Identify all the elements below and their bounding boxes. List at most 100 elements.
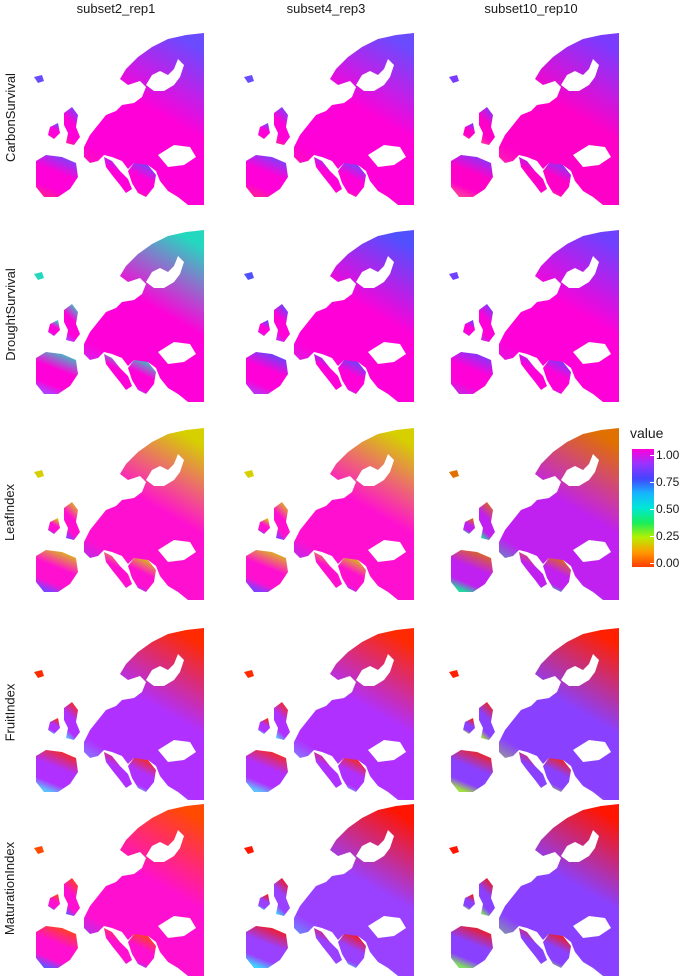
black-sea <box>368 540 406 562</box>
iceland-region <box>449 272 459 280</box>
balkans-region <box>543 934 571 968</box>
legend-tick-0-00: 0.00 <box>649 556 680 570</box>
britain-region <box>274 304 290 342</box>
ireland-region <box>463 718 475 734</box>
legend-tick-1-00: 1.00 <box>649 448 680 462</box>
italy-region <box>104 354 132 390</box>
italy-region <box>519 157 547 193</box>
baltic-sea <box>356 830 394 862</box>
britain-region <box>479 107 495 145</box>
map-panel-fruitindex-2 <box>443 624 619 800</box>
italy-region <box>104 752 132 788</box>
iceland-region <box>244 670 254 678</box>
britain-region <box>64 304 80 342</box>
iceland-region <box>34 75 44 83</box>
balkans-region <box>543 163 571 197</box>
iceland-region <box>449 670 459 678</box>
europe-map <box>244 230 414 402</box>
iberia-region <box>36 352 78 394</box>
ireland-region <box>463 894 475 910</box>
britain-region <box>274 878 290 916</box>
iceland-region <box>244 75 254 83</box>
italy-region <box>519 752 547 788</box>
black-sea <box>573 916 611 938</box>
ireland-region <box>258 894 270 910</box>
europe-map <box>34 628 204 800</box>
ireland-region <box>48 123 60 139</box>
map-panel-fruitindex-1 <box>238 624 414 800</box>
baltic-sea <box>146 654 184 686</box>
balkans-region <box>338 163 366 197</box>
italy-region <box>104 552 132 588</box>
italy-region <box>314 752 342 788</box>
black-sea <box>158 145 196 167</box>
britain-region <box>479 304 495 342</box>
black-sea <box>158 342 196 364</box>
iberia-region <box>36 550 78 592</box>
iberia-region <box>451 550 493 592</box>
map-panel-carbonsurvival-0 <box>28 29 204 205</box>
iberia-region <box>451 155 493 197</box>
europe-map <box>449 428 619 600</box>
legend-title: value <box>630 425 664 441</box>
italy-region <box>314 552 342 588</box>
black-sea <box>573 145 611 167</box>
ireland-region <box>463 320 475 336</box>
iceland-region <box>244 846 254 854</box>
legend-colorbar <box>632 449 654 567</box>
iberia-region <box>246 352 288 394</box>
column-header-0: subset2_rep1 <box>76 1 156 16</box>
row-label-leafindex: LeafIndex <box>1 424 19 600</box>
black-sea <box>573 342 611 364</box>
iberia-region <box>246 926 288 968</box>
black-sea <box>573 540 611 562</box>
black-sea <box>158 740 196 762</box>
map-panel-droughtsurvival-0 <box>28 226 204 402</box>
ireland-region <box>463 518 475 534</box>
baltic-sea <box>356 59 394 91</box>
legend-tick-0-75: 0.75 <box>649 475 680 489</box>
iceland-region <box>34 846 44 854</box>
baltic-sea <box>356 654 394 686</box>
legend-tick-0-25: 0.25 <box>649 529 680 543</box>
britain-region <box>479 702 495 740</box>
baltic-sea <box>146 59 184 91</box>
ireland-region <box>258 518 270 534</box>
legend-tick-0-50: 0.50 <box>649 502 680 516</box>
column-header-1: subset4_rep3 <box>286 1 366 16</box>
balkans-region <box>543 758 571 792</box>
row-label-carbonsurvival: CarbonSurvival <box>1 29 19 205</box>
map-panel-leafindex-0 <box>28 424 204 600</box>
europe-map <box>244 428 414 600</box>
ireland-region <box>258 718 270 734</box>
baltic-sea <box>356 256 394 288</box>
row-label-fruitindex: FruitIndex <box>1 624 19 800</box>
europe-map <box>449 33 619 205</box>
iceland-region <box>34 470 44 478</box>
europe-map <box>34 428 204 600</box>
ireland-region <box>463 123 475 139</box>
europe-map <box>449 804 619 976</box>
europe-map <box>34 230 204 402</box>
europe-map <box>244 628 414 800</box>
iceland-region <box>34 670 44 678</box>
black-sea <box>368 145 406 167</box>
map-panel-leafindex-2 <box>443 424 619 600</box>
balkans-region <box>128 934 156 968</box>
map-panel-carbonsurvival-2 <box>443 29 619 205</box>
iceland-region <box>449 470 459 478</box>
baltic-sea <box>146 256 184 288</box>
black-sea <box>368 916 406 938</box>
baltic-sea <box>561 830 599 862</box>
britain-region <box>64 107 80 145</box>
baltic-sea <box>561 256 599 288</box>
row-label-maturationindex: MaturationIndex <box>1 800 19 976</box>
iberia-region <box>246 155 288 197</box>
iceland-region <box>449 846 459 854</box>
iberia-region <box>451 750 493 792</box>
europe-map <box>449 230 619 402</box>
britain-region <box>274 702 290 740</box>
ireland-region <box>48 894 60 910</box>
baltic-sea <box>356 454 394 486</box>
map-panel-leafindex-1 <box>238 424 414 600</box>
